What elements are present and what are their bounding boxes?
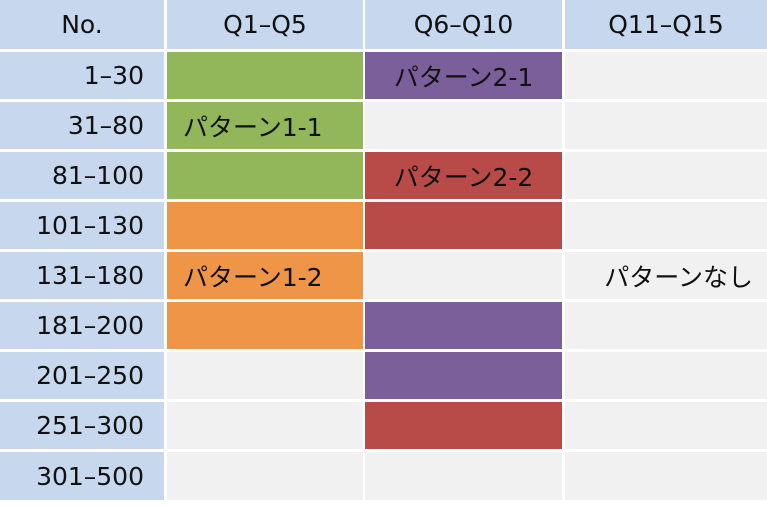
row-label-5-text: 181–200 [36,311,144,340]
row-label-2-text: 81–100 [51,161,144,190]
table-cell-r4-c0: パターン1-2 [167,252,363,299]
row-label-2: 81–100 [0,152,164,199]
table-cell-r4-c2-text: パターンなし [604,262,753,292]
row-label-1-text: 31–80 [67,111,144,140]
table-cell-r7-c0 [167,402,363,449]
table-cell-r1-c0-text: パターン1-1 [183,112,323,142]
row-label-1: 31–80 [0,102,164,149]
table-cell-r4-c0-text: パターン1-2 [183,262,323,292]
table-cell-r7-c2 [565,402,767,449]
table-cell-r1-c2 [565,102,767,149]
row-label-6-text: 201–250 [36,361,144,390]
row-label-6: 201–250 [0,352,164,399]
table-cell-r5-c2 [565,302,767,349]
table-cell-r0-c1-text: パターン2-1 [393,62,534,92]
column-header-2-text: Q6–Q10 [413,10,514,39]
table-cell-r2-c1-text: パターン2-2 [393,162,534,192]
table-cell-r3-c0 [167,202,363,249]
column-header-1: Q1–Q5 [167,0,363,49]
table-cell-r4-c2: パターンなし [565,252,767,299]
table-cell-r8-c2 [565,452,767,500]
column-header-0: No. [0,0,164,49]
table-cell-r8-c0 [167,452,363,500]
row-label-4: 131–180 [0,252,164,299]
row-label-0: 1–30 [0,52,164,99]
row-label-8: 301–500 [0,452,164,500]
column-header-1-text: Q1–Q5 [223,10,307,39]
table-cell-r4-c1 [365,252,562,299]
table-cell-r6-c1 [365,352,562,399]
table-cell-r1-c1 [365,102,562,149]
table-cell-r2-c1: パターン2-2 [365,152,562,199]
row-label-7-text: 251–300 [36,411,144,440]
row-label-5: 181–200 [0,302,164,349]
table-cell-r6-c2 [565,352,767,399]
table-cell-r3-c2 [565,202,767,249]
row-label-7: 251–300 [0,402,164,449]
table-cell-r0-c1: パターン2-1 [365,52,562,99]
table-cell-r1-c0: パターン1-1 [167,102,363,149]
column-header-0-text: No. [61,10,103,39]
row-label-4-text: 131–180 [36,261,144,290]
table-cell-r7-c1 [365,402,562,449]
table-cell-r5-c1 [365,302,562,349]
table-cell-r2-c2 [565,152,767,199]
table-cell-r2-c0 [167,152,363,199]
column-header-2: Q6–Q10 [365,0,562,49]
table-cell-r0-c0 [167,52,363,99]
row-label-3-text: 101–130 [36,211,144,240]
column-header-3-text: Q11–Q15 [608,10,724,39]
row-label-0-text: 1–30 [83,61,144,90]
row-label-8-text: 301–500 [36,461,144,491]
table-cell-r5-c0 [167,302,363,349]
table-cell-r3-c1 [365,202,562,249]
table-cell-r6-c0 [167,352,363,399]
row-label-3: 101–130 [0,202,164,249]
table-cell-r8-c1 [365,452,562,500]
column-header-3: Q11–Q15 [565,0,767,49]
table-cell-r0-c2 [565,52,767,99]
